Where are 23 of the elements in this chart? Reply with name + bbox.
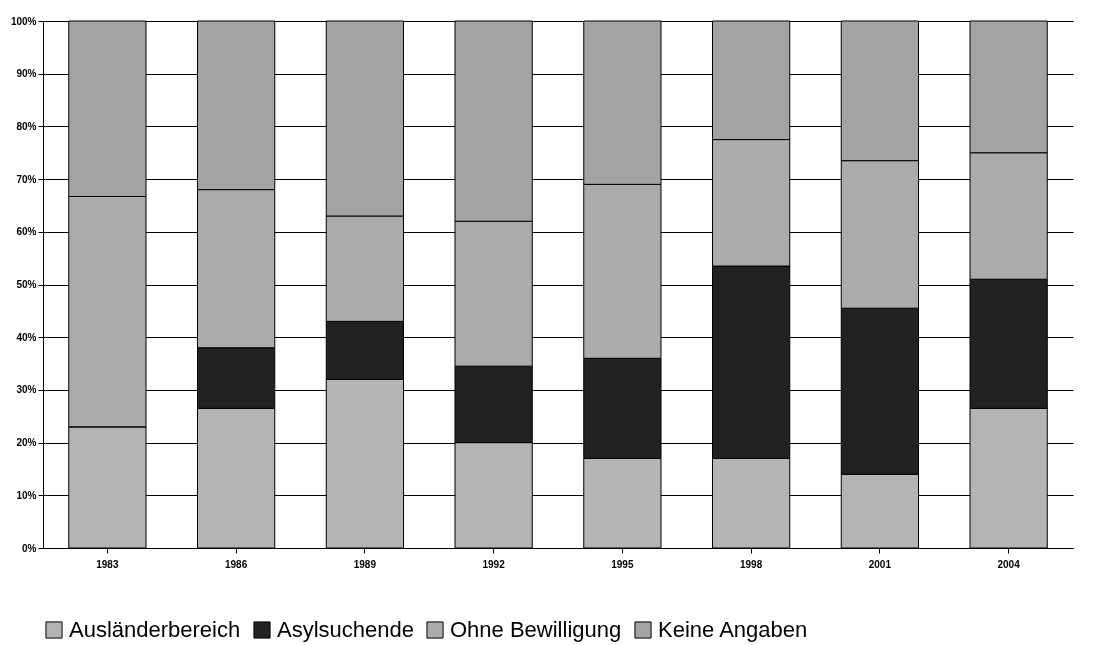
y-tick-label: 10% [16,489,37,501]
x-tick-label: 1989 [353,558,377,570]
x-tick-label: 1992 [482,558,506,570]
x-tick-label: 1995 [611,558,634,570]
x-tick-label: 2001 [868,558,892,570]
x-tick-label: 2004 [997,558,1021,570]
y-tick-label: 30% [16,384,37,396]
y-tick-label: 90% [16,68,37,80]
x-tick-label: 1986 [225,558,248,570]
legend-label: Asylsuchende [277,617,414,642]
y-tick-label: 0% [22,542,37,554]
y-tick-label: 20% [16,437,37,449]
y-tick-label: 60% [16,226,37,238]
y-tick-label: 80% [16,120,37,132]
x-tick-label: 1983 [96,558,119,570]
legend-label: Ausländerbereich [69,617,241,642]
x-tick-label: 1998 [740,558,763,570]
legend-label: Ohne Bewilligung [450,617,622,642]
y-tick-label: 50% [16,279,37,290]
y-tick-label: 70% [16,173,37,185]
y-tick-label: 40% [16,331,37,343]
y-tick-label: 100% [10,15,37,27]
legend-label: Keine Angaben [658,617,808,642]
